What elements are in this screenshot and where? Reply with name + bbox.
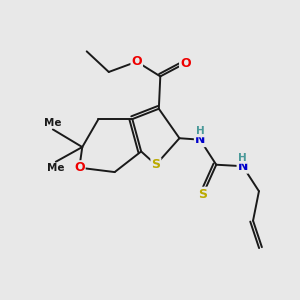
Text: S: S (152, 158, 160, 171)
Text: S: S (199, 188, 208, 201)
Text: O: O (131, 55, 142, 68)
Text: N: N (238, 160, 248, 173)
Text: Me: Me (44, 118, 61, 128)
Text: Me: Me (47, 163, 64, 173)
Text: H: H (238, 153, 247, 163)
Text: O: O (180, 57, 190, 70)
Text: N: N (195, 133, 205, 146)
Text: H: H (196, 126, 204, 136)
Text: O: O (74, 161, 85, 174)
